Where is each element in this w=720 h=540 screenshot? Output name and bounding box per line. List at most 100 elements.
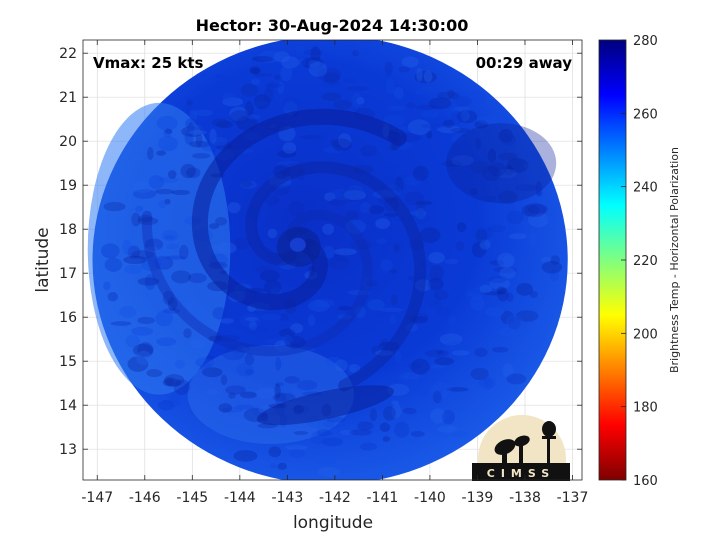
swath-texture <box>131 180 154 193</box>
swath-texture <box>279 341 287 348</box>
y-tick-label: 19 <box>59 178 77 194</box>
swath-texture <box>132 343 154 357</box>
swath-texture <box>324 192 336 202</box>
logo-text: CIMSS <box>487 467 555 480</box>
swath-texture <box>375 350 394 357</box>
swath-texture <box>383 184 402 197</box>
swath-texture <box>420 259 433 270</box>
swath-texture <box>267 228 278 239</box>
swath-texture <box>259 235 281 243</box>
swath-texture <box>402 407 417 415</box>
swath-texture <box>212 307 227 320</box>
swath-texture <box>281 334 294 344</box>
swath-texture <box>167 297 178 311</box>
swath-texture <box>137 217 159 225</box>
swath-texture <box>125 334 140 348</box>
swath-texture <box>415 200 433 206</box>
colorbar-tick-label: 260 <box>633 107 658 122</box>
swath-texture <box>218 242 237 254</box>
swath-texture <box>515 310 539 322</box>
swath-texture <box>479 195 497 203</box>
swath-texture <box>146 368 163 378</box>
swath-texture <box>268 173 292 189</box>
y-tick-label: 20 <box>59 134 77 150</box>
swath-texture <box>430 300 443 310</box>
swath-texture <box>140 255 162 272</box>
swath-texture <box>240 190 258 198</box>
swath-texture <box>166 243 180 250</box>
x-tick-label: -142 <box>319 490 351 506</box>
swath-texture <box>467 288 486 301</box>
x-tick-label: -137 <box>557 490 589 506</box>
swath-texture <box>359 201 372 214</box>
swath-texture <box>131 212 141 227</box>
swath-texture <box>338 305 352 311</box>
swath-texture <box>382 184 402 191</box>
swath-texture <box>393 86 404 100</box>
swath-texture <box>322 223 335 235</box>
swath-texture <box>324 356 343 368</box>
swath-texture <box>382 436 390 442</box>
y-tick-label: 13 <box>59 442 77 458</box>
swath-texture <box>390 294 398 306</box>
swath-texture <box>205 355 214 361</box>
swath-texture <box>535 191 543 197</box>
swath-texture <box>107 291 118 302</box>
swath-texture <box>451 105 464 115</box>
swath-texture <box>523 163 541 169</box>
swath-texture <box>277 149 297 158</box>
swath-texture <box>241 180 253 188</box>
swath-texture <box>375 218 391 229</box>
swath-texture <box>508 233 527 240</box>
swath-texture <box>498 152 518 161</box>
swath-texture <box>544 210 553 223</box>
swath-texture <box>245 316 258 322</box>
swath-texture <box>372 189 397 199</box>
swath-texture <box>406 430 419 447</box>
swath-texture <box>419 227 441 243</box>
swath-texture <box>281 172 288 177</box>
swath-texture <box>476 116 500 124</box>
swath-texture <box>251 55 274 63</box>
swath-texture <box>433 289 449 301</box>
swath-texture <box>256 266 273 274</box>
swath-texture <box>280 385 293 401</box>
swath-texture <box>137 316 156 325</box>
swath-texture <box>456 110 478 124</box>
swath-texture <box>274 382 285 387</box>
swath-texture <box>185 97 192 113</box>
swath-texture <box>247 114 261 120</box>
swath-texture <box>493 266 517 274</box>
swath-texture <box>383 114 406 127</box>
swath-texture <box>162 308 181 314</box>
swath-texture <box>527 204 548 215</box>
swath-texture <box>360 144 377 157</box>
swath-texture <box>383 197 399 212</box>
swath-texture <box>244 368 254 376</box>
swath-texture <box>442 160 463 168</box>
swath-texture <box>185 118 198 130</box>
swath-texture <box>499 267 516 280</box>
swath-texture <box>384 61 393 76</box>
swath-texture <box>444 258 459 265</box>
swath-texture <box>235 362 254 377</box>
swath-texture <box>351 92 363 108</box>
swath-texture <box>362 296 386 310</box>
swath-texture <box>222 346 245 361</box>
swath-texture <box>144 246 160 253</box>
swath-texture <box>110 321 132 326</box>
swath-texture <box>274 383 281 399</box>
swath-texture <box>280 65 293 82</box>
swath-texture <box>339 429 354 435</box>
swath-texture <box>443 119 455 128</box>
swath-texture <box>155 310 173 327</box>
y-tick-label: 22 <box>59 46 77 62</box>
swath-texture <box>157 136 178 152</box>
swath-texture <box>368 284 385 291</box>
swath-texture <box>437 306 451 317</box>
swath-texture <box>255 387 277 399</box>
swath-texture <box>387 163 400 169</box>
swath-texture <box>416 201 426 216</box>
swath-texture <box>379 422 391 433</box>
cimss-logo: CIMSS <box>472 414 570 481</box>
